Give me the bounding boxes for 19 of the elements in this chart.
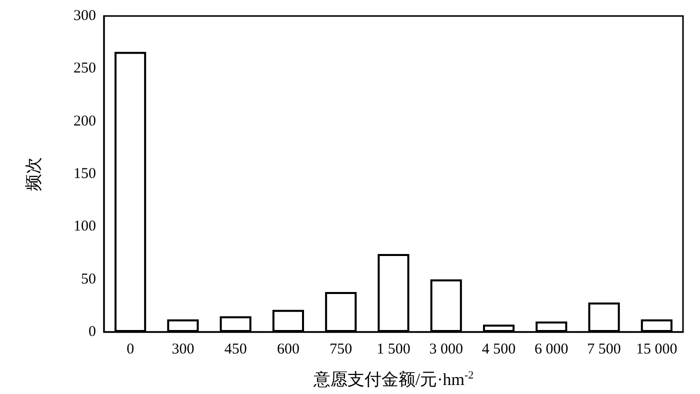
x-tick-label: 600 <box>276 342 300 358</box>
x-tick-label: 750 <box>330 342 352 358</box>
x-tick-label: 1 500 <box>376 342 410 358</box>
x-tick-label: 300 <box>172 342 194 358</box>
x-tick-label: 4 500 <box>482 342 516 358</box>
x-tick-label: 6 000 <box>534 342 568 358</box>
y-tick-label: 150 <box>74 166 96 182</box>
x-tick-label: 3 000 <box>429 342 464 358</box>
y-tick-label: 0 <box>88 324 96 340</box>
y-tick-label: 100 <box>74 218 96 235</box>
y-tick-label: 200 <box>74 113 96 130</box>
x-tick-label: 15 000 <box>636 342 678 358</box>
y-axis-title: 频次 <box>24 157 43 191</box>
x-tick-label: 7 500 <box>587 342 621 358</box>
y-tick-label: 50 <box>81 271 96 288</box>
x-tick-label: 450 <box>224 342 247 358</box>
y-tick-label: 300 <box>74 8 96 24</box>
x-tick-label: 0 <box>126 342 134 358</box>
y-tick-label: 250 <box>74 60 96 77</box>
